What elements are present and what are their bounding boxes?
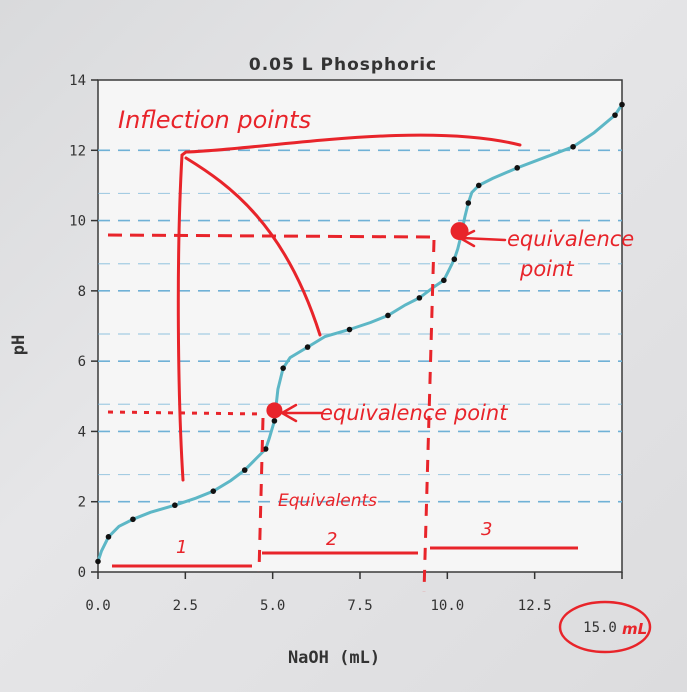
data-point bbox=[241, 467, 248, 473]
x-tick-label: 10.0 bbox=[430, 598, 464, 614]
highlight-unit: mL bbox=[622, 620, 647, 638]
x-tick-label: 12.5 bbox=[518, 598, 552, 614]
equivalence-upper-label-2: point bbox=[519, 257, 574, 281]
x-tick-label: 5.0 bbox=[260, 598, 285, 614]
y-axis-title: pH bbox=[9, 335, 29, 355]
data-point bbox=[280, 365, 286, 371]
y-tick-label: 6 bbox=[78, 354, 86, 370]
data-point bbox=[475, 182, 482, 189]
data-point bbox=[514, 165, 520, 171]
y-tick-label: 8 bbox=[78, 284, 86, 300]
region-3-label: 3 bbox=[481, 519, 492, 540]
data-point bbox=[465, 200, 472, 206]
equivalence-lower-dash bbox=[107, 410, 263, 416]
equivalence-upper-dash bbox=[107, 233, 433, 239]
data-point bbox=[385, 312, 391, 319]
x-axis-title: NaOH (mL) bbox=[288, 648, 380, 668]
equivalents-label: Equivalents bbox=[278, 491, 377, 511]
data-point bbox=[130, 516, 136, 523]
region-1-label: 1 bbox=[176, 537, 187, 558]
data-point bbox=[416, 295, 423, 301]
x-tick-label: 7.5 bbox=[347, 598, 372, 614]
y-tick-label: 10 bbox=[69, 214, 86, 230]
data-point bbox=[271, 418, 278, 424]
equivalence-point-marker bbox=[266, 402, 283, 419]
y-tick-label: 0 bbox=[78, 565, 86, 581]
region-2-label: 2 bbox=[326, 529, 337, 550]
highlight-circle bbox=[558, 600, 652, 654]
x-tick-label: 15.0 bbox=[583, 620, 617, 636]
data-point bbox=[105, 534, 112, 540]
x-axis: 0.0 2.5 5.0 7.5 10.0 12.5 15.0 bbox=[85, 572, 623, 636]
chart-title: 0.05 L Phosphoric bbox=[249, 55, 437, 75]
arrow-lower bbox=[279, 403, 324, 423]
data-point bbox=[262, 446, 269, 452]
y-axis: 0 2 4 6 8 10 12 14 bbox=[69, 73, 98, 581]
y-tick-label: 4 bbox=[78, 424, 86, 440]
data-point bbox=[346, 326, 353, 333]
data-point bbox=[570, 143, 576, 150]
data-point bbox=[172, 502, 178, 509]
data-point bbox=[612, 112, 618, 118]
arrow-upper bbox=[457, 229, 507, 248]
inflection-bracket bbox=[176, 133, 522, 482]
equivalence-upper-label: equivalence bbox=[507, 227, 634, 251]
y-tick-label: 14 bbox=[69, 73, 86, 89]
equivalence-lower-label: equivalence point bbox=[320, 401, 508, 425]
data-point bbox=[451, 256, 458, 263]
data-point bbox=[441, 277, 447, 284]
equivalence-upper-vertical bbox=[422, 239, 436, 593]
y-tick-label: 2 bbox=[78, 495, 86, 511]
inflection-arrow-line bbox=[184, 156, 322, 337]
annotations: Inflection points equivalence point equi… bbox=[107, 106, 652, 654]
x-tick-label: 2.5 bbox=[173, 598, 198, 614]
data-point bbox=[95, 558, 101, 565]
equivalence-lower-vertical bbox=[257, 417, 265, 573]
y-tick-label: 12 bbox=[69, 143, 86, 159]
data-point bbox=[210, 488, 217, 494]
x-tick-label: 0.0 bbox=[85, 598, 110, 614]
data-point bbox=[619, 101, 625, 108]
data-points bbox=[95, 101, 625, 565]
data-point bbox=[304, 344, 311, 350]
inflection-label: Inflection points bbox=[118, 106, 311, 134]
